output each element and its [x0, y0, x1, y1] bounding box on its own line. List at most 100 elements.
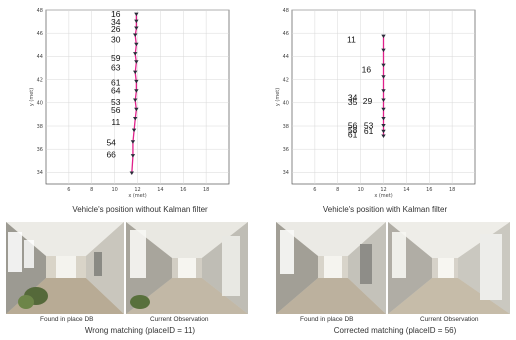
- place-id-label: 63: [111, 62, 121, 72]
- y-tick-label: 42: [37, 77, 43, 83]
- hallway-image: [126, 222, 248, 314]
- y-tick-label: 44: [283, 54, 289, 60]
- position-marker: [134, 19, 139, 24]
- position-marker: [134, 107, 139, 112]
- place-id-label: 58: [348, 125, 358, 135]
- place-id-label: 56: [348, 120, 358, 130]
- hallway-photo-current-left: [126, 222, 248, 314]
- position-marker: [381, 124, 386, 128]
- x-tick-label: 8: [336, 187, 339, 193]
- position-marker: [381, 63, 386, 68]
- hallway-photo-found-right: [276, 222, 386, 314]
- position-marker: [133, 70, 138, 75]
- y-tick-label: 44: [37, 54, 43, 60]
- position-marker: [381, 134, 386, 138]
- y-tick-label: 46: [37, 31, 43, 37]
- position-marker: [134, 60, 139, 64]
- position-marker: [134, 79, 139, 84]
- current-observation-label-right: Current Observation: [420, 316, 479, 323]
- place-id-label: 30: [111, 34, 121, 44]
- position-marker: [133, 117, 138, 121]
- y-tick-label: 46: [283, 31, 289, 37]
- y-tick-label: 42: [283, 77, 289, 83]
- place-id-label: 53: [364, 120, 374, 130]
- x-tick-label: 16: [426, 187, 432, 193]
- x-tick-label: 18: [449, 187, 455, 193]
- position-marker: [130, 140, 136, 144]
- place-id-label: 54: [106, 138, 116, 148]
- chart-with-kalman: 6 8 10 12 14 16 18 34 36 38 40 42 44 46 48 x (met) y (me…: [275, 8, 476, 199]
- y-tick-label: 36: [37, 147, 43, 153]
- plot-without-kalman: 6 8 10 12 14 16 18 34 36 38 40 42 44 46 48 x (met) y (me…: [24, 4, 242, 199]
- place-id-label: 66: [106, 149, 116, 159]
- x-tick-label: 12: [380, 187, 386, 193]
- y-tick-label: 36: [283, 147, 289, 153]
- place-id-label: 53: [111, 97, 121, 107]
- chart-without-kalman: 6 8 10 12 14 16 18 34 36 38 40 42 44 46 48 x (met) y (me…: [29, 8, 230, 199]
- y-tick-label: 48: [37, 8, 43, 14]
- position-marker: [381, 34, 386, 39]
- position-marker: [134, 42, 139, 47]
- hallway-photo-current-right: [388, 222, 510, 314]
- caption-without-kalman: Vehicle's position without Kalman filter: [72, 205, 208, 214]
- plot-with-kalman: 6 8 10 12 14 16 18 34 36 38 40 42 44 46 48 x (met) y (me…: [270, 4, 488, 199]
- position-marker: [133, 33, 138, 38]
- current-observation-label-left: Current Observation: [150, 316, 209, 323]
- x-tick-label: 6: [67, 187, 70, 193]
- position-marker: [134, 26, 139, 31]
- hallway-image: [388, 222, 510, 314]
- x-axis-label: x (met): [374, 193, 392, 199]
- y-tick-label: 34: [37, 170, 43, 176]
- x-tick-label: 10: [111, 187, 117, 193]
- x-tick-label: 6: [313, 187, 316, 193]
- place-id-label: 64: [111, 86, 121, 96]
- place-id-label: 26: [111, 24, 121, 34]
- place-id-label: 61: [111, 77, 121, 87]
- y-tick-label: 38: [37, 124, 43, 130]
- y-axis-label: y (met): [275, 88, 281, 106]
- position-marker: [381, 75, 386, 79]
- y-tick-label: 38: [283, 124, 289, 130]
- x-axis-label: x (met): [128, 193, 146, 199]
- x-tick-label: 12: [134, 187, 140, 193]
- found-in-db-label-left: Found in place DB: [40, 316, 94, 323]
- x-tick-label: 16: [180, 187, 186, 193]
- hallway-image: [276, 222, 386, 314]
- y-axis-label: y (met): [29, 88, 35, 106]
- place-id-label: 11: [111, 117, 120, 127]
- caption-with-kalman: Vehicle's position with Kalman filter: [322, 205, 448, 214]
- place-id-label: 56: [111, 105, 121, 115]
- y-tick-label: 48: [283, 8, 289, 14]
- position-marker: [381, 98, 386, 102]
- place-id-label: 16: [362, 65, 372, 75]
- place-id-label: 61: [348, 130, 358, 140]
- place-id-label: 61: [364, 126, 374, 136]
- position-marker: [133, 52, 138, 56]
- position-marker: [129, 171, 134, 176]
- position-marker: [381, 48, 386, 53]
- place-id-label: 35: [348, 97, 358, 107]
- position-marker: [130, 154, 136, 158]
- position-marker: [381, 117, 386, 121]
- x-tick-label: 14: [403, 187, 409, 193]
- place-id-label: 34: [111, 17, 121, 27]
- position-marker: [134, 12, 139, 17]
- position-marker: [381, 129, 386, 134]
- place-id-label: 29: [363, 96, 373, 106]
- caption-corrected-matching: Corrected matching (placeID = 56): [333, 326, 457, 335]
- position-marker: [131, 128, 137, 133]
- y-tick-label: 34: [283, 170, 289, 176]
- position-marker: [381, 107, 386, 112]
- x-tick-label: 8: [90, 187, 93, 193]
- found-in-db-label-right: Found in place DB: [300, 316, 354, 323]
- y-tick-label: 40: [283, 101, 289, 107]
- hallway-photo-found-left: [6, 222, 124, 314]
- position-marker: [134, 89, 139, 93]
- x-tick-label: 18: [203, 187, 209, 193]
- position-marker: [381, 89, 386, 93]
- place-id-label: 11: [347, 34, 356, 44]
- place-id-label: 16: [111, 9, 121, 19]
- y-tick-label: 40: [37, 101, 43, 107]
- place-id-label: 34: [348, 92, 358, 102]
- caption-wrong-matching: Wrong matching (placeID = 11): [84, 326, 196, 335]
